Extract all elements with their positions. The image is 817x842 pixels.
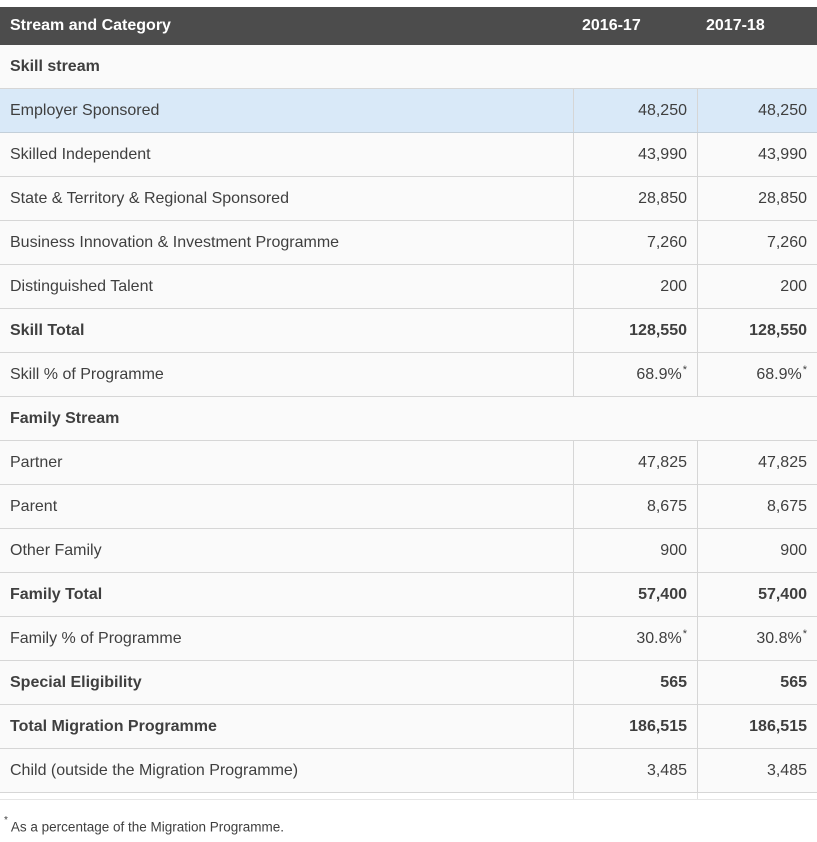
row-label: State & Territory & Regional Sponsored bbox=[10, 189, 289, 207]
row-label: Employer Sponsored bbox=[10, 101, 160, 119]
table-row: Family % of Programme 30.8% * 30.8% * bbox=[0, 617, 817, 661]
table-row: Parent 8,675 8,675 bbox=[0, 485, 817, 529]
row-label: Special Eligibility bbox=[10, 673, 142, 691]
table-row: State & Territory & Regional Sponsored 28… bbox=[0, 177, 817, 221]
value-2016-17: 48,250 bbox=[573, 89, 697, 132]
row-label: Child (outside the Migration Programme) bbox=[10, 761, 299, 779]
value-2016-17: 47,825 bbox=[573, 441, 697, 484]
value-2016-17: 900 bbox=[573, 529, 697, 572]
row-label: Skilled Independent bbox=[10, 145, 151, 163]
value-2016-17: 30.8% * bbox=[573, 617, 697, 660]
table-row: Distinguished Talent 200 200 bbox=[0, 265, 817, 309]
table-row: Total Migration Programme 186,515 186,515 bbox=[0, 705, 817, 749]
footnote: * As a percentage of the Migration Progra… bbox=[0, 815, 817, 835]
value-2016-17: 186,515 bbox=[573, 705, 697, 748]
table-row: Partner 47,825 47,825 bbox=[0, 441, 817, 485]
value-2017-18: 48,250 bbox=[697, 89, 817, 132]
row-label: Other Family bbox=[10, 541, 102, 559]
table-row: Other Family 900 900 bbox=[0, 529, 817, 573]
value-2016-17: 565 bbox=[573, 661, 697, 704]
value-2016-17: 3,485 bbox=[573, 749, 697, 792]
value-2017-18: 3,485 bbox=[697, 749, 817, 792]
row-label: Parent bbox=[10, 497, 58, 515]
table-row: Skill Total 128,550 128,550 bbox=[0, 309, 817, 353]
row-label: Distinguished Talent bbox=[10, 277, 153, 295]
value-2017-18: 57,400 bbox=[697, 573, 817, 616]
row-label: Family % of Programme bbox=[10, 629, 182, 647]
section-row: Family Stream bbox=[0, 397, 817, 441]
value-2017-18: 900 bbox=[697, 529, 817, 572]
table-row: Employer Sponsored 48,250 48,250 bbox=[0, 89, 817, 133]
header-2016-17: 2016-17 bbox=[582, 17, 641, 34]
table-row: Family Total 57,400 57,400 bbox=[0, 573, 817, 617]
value-2016-17: 128,550 bbox=[573, 309, 697, 352]
row-label: Business Innovation & Investment Program… bbox=[10, 233, 340, 251]
value-2017-18: 128,550 bbox=[697, 309, 817, 352]
table-row: Special Eligibility 565 565 bbox=[0, 661, 817, 705]
value-2017-18: 47,825 bbox=[697, 441, 817, 484]
section-label: Family Stream bbox=[10, 409, 120, 427]
row-label: Family Total bbox=[10, 585, 103, 603]
value-2017-18: 565 bbox=[697, 661, 817, 704]
value-2016-17: 200 bbox=[573, 265, 697, 308]
header-2017-18: 2017-18 bbox=[706, 17, 765, 34]
footnote-marker: * bbox=[4, 815, 8, 826]
value-2017-18: 30.8% * bbox=[697, 617, 817, 660]
value-2017-18: 7,260 bbox=[697, 221, 817, 264]
footnote-text: As a percentage of the Migration Program… bbox=[10, 819, 285, 835]
table-row: Business Innovation & Investment Program… bbox=[0, 221, 817, 265]
value-2017-18: 200 bbox=[697, 265, 817, 308]
value-2017-18: 186,515 bbox=[697, 705, 817, 748]
table-row: Child (outside the Migration Programme) 3… bbox=[0, 749, 817, 793]
row-label: Skill Total bbox=[10, 321, 85, 339]
value-2016-17: 57,400 bbox=[573, 573, 697, 616]
value-2016-17: 68.9% * bbox=[573, 353, 697, 396]
row-label: Skill % of Programme bbox=[10, 365, 164, 383]
value-2017-18: 68.9% * bbox=[697, 353, 817, 396]
table-row: Skill % of Programme 68.9% * 68.9% * bbox=[0, 353, 817, 397]
row-label: Partner bbox=[10, 453, 63, 471]
value-2017-18: 28,850 bbox=[697, 177, 817, 220]
value-2016-17: 43,990 bbox=[573, 133, 697, 176]
table-header-row: Stream and Category 2016-17 2017-18 bbox=[0, 7, 817, 45]
section-label: Skill stream bbox=[10, 57, 100, 75]
table-row: Skilled Independent 43,990 43,990 bbox=[0, 133, 817, 177]
value-2016-17: 7,260 bbox=[573, 221, 697, 264]
table-bottom-edge bbox=[0, 793, 817, 800]
value-2017-18: 8,675 bbox=[697, 485, 817, 528]
table-body: Skill stream Employer Sponsored 48,250 48,2… bbox=[0, 45, 817, 793]
value-2016-17: 28,850 bbox=[573, 177, 697, 220]
header-stream-and-category: Stream and Category bbox=[10, 17, 171, 34]
section-row: Skill stream bbox=[0, 45, 817, 89]
value-2016-17: 8,675 bbox=[573, 485, 697, 528]
row-label: Total Migration Programme bbox=[10, 717, 217, 735]
value-2017-18: 43,990 bbox=[697, 133, 817, 176]
